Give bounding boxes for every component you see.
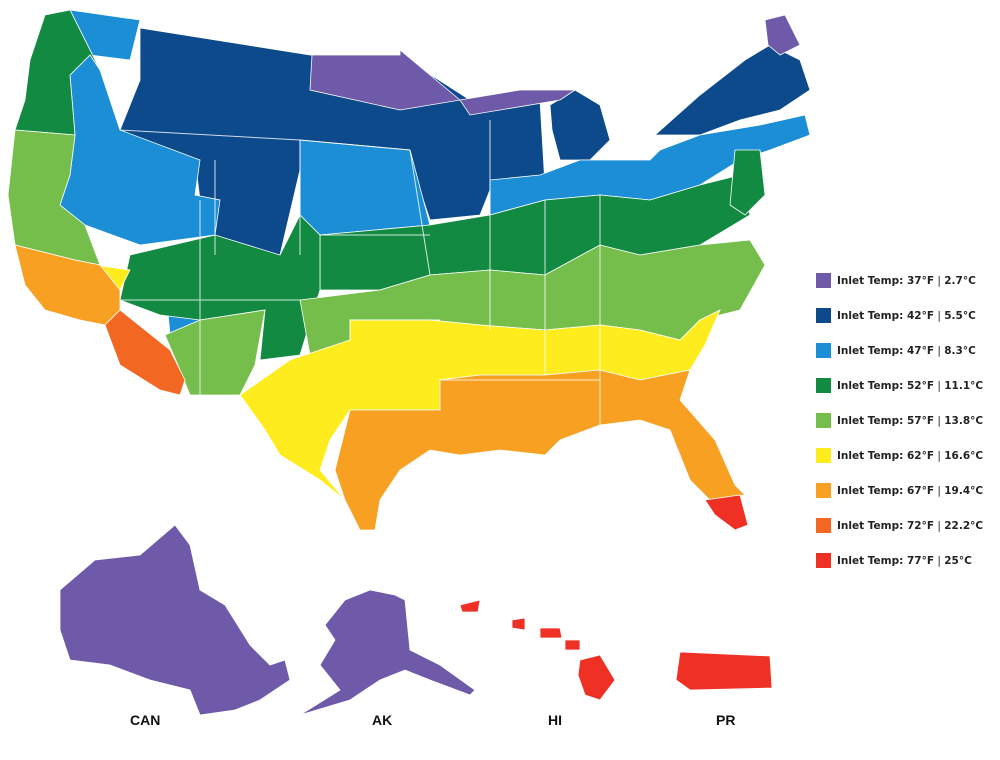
legend-label: Inlet Temp: 37°F | 2.7°C (837, 275, 976, 287)
legend-prefix: Inlet Temp: (837, 449, 907, 462)
legend-fahrenheit: 77°F (906, 554, 935, 567)
legend-fahrenheit: 62°F (906, 449, 935, 462)
legend-celsius: 25°C (944, 554, 972, 567)
legend-separator: | (934, 309, 945, 322)
canada-inset (59, 524, 291, 716)
legend-item-z42: Inlet Temp: 42°F | 5.5°C (816, 298, 992, 333)
zone-37-maine (764, 14, 801, 56)
legend-prefix: Inlet Temp: (837, 414, 907, 427)
legend-swatch (816, 378, 831, 393)
legend-celsius: 11.1°C (944, 379, 984, 392)
legend-swatch (816, 518, 831, 533)
legend-item-z62: Inlet Temp: 62°F | 16.6°C (816, 438, 992, 473)
legend-separator: | (934, 379, 945, 392)
zone-42-michigan (549, 89, 611, 161)
hawaii-label: HI (548, 712, 562, 728)
legend-celsius: 22.2°C (944, 519, 984, 532)
legend-swatch (816, 553, 831, 568)
legend-item-z47: Inlet Temp: 47°F | 8.3°C (816, 333, 992, 368)
legend-label: Inlet Temp: 52°F | 11.1°C (837, 380, 983, 392)
legend-celsius: 8.3°C (944, 344, 976, 357)
legend-label: Inlet Temp: 67°F | 19.4°C (837, 485, 983, 497)
legend-celsius: 19.4°C (944, 484, 984, 497)
legend-label: Inlet Temp: 72°F | 22.2°C (837, 520, 983, 532)
legend-separator: | (934, 554, 945, 567)
legend-separator: | (934, 344, 945, 357)
legend-swatch (816, 308, 831, 323)
legend-fahrenheit: 57°F (906, 414, 935, 427)
legend-swatch (816, 448, 831, 463)
legend-label: Inlet Temp: 47°F | 8.3°C (837, 345, 976, 357)
legend-label: Inlet Temp: 77°F | 25°C (837, 555, 972, 567)
canada-label: CAN (130, 712, 161, 728)
legend-swatch (816, 343, 831, 358)
legend-label: Inlet Temp: 42°F | 5.5°C (837, 310, 976, 322)
legend-celsius: 5.5°C (944, 309, 976, 322)
legend-fahrenheit: 37°F (906, 274, 935, 287)
legend-label: Inlet Temp: 57°F | 13.8°C (837, 415, 983, 427)
legend-celsius: 13.8°C (944, 414, 984, 427)
legend-item-z72: Inlet Temp: 72°F | 22.2°C (816, 508, 992, 543)
alaska-inset (299, 589, 476, 716)
legend-prefix: Inlet Temp: (837, 309, 907, 322)
legend-fahrenheit: 72°F (906, 519, 935, 532)
zone-72-sw (104, 309, 186, 396)
zone-52-nj (729, 149, 766, 216)
legend-item-z37: Inlet Temp: 37°F | 2.7°C (816, 263, 992, 298)
legend-separator: | (934, 484, 945, 497)
legend-swatch (816, 273, 831, 288)
legend-item-z52: Inlet Temp: 52°F | 11.1°C (816, 368, 992, 403)
legend-prefix: Inlet Temp: (837, 484, 907, 497)
state-borders (119, 120, 601, 425)
zone-77-fl (704, 494, 749, 531)
alaska-label: AK (372, 712, 393, 728)
legend-swatch (816, 413, 831, 428)
puerto-rico-inset (675, 651, 773, 691)
legend-prefix: Inlet Temp: (837, 274, 907, 287)
legend-swatch (816, 483, 831, 498)
legend-separator: | (934, 274, 945, 287)
legend-separator: | (934, 449, 945, 462)
zone-67-gulf (334, 369, 746, 531)
legend-fahrenheit: 47°F (906, 344, 935, 357)
zone-52-pnw (14, 9, 101, 136)
zone-42-northeast (653, 44, 811, 136)
zone-37-north (309, 49, 577, 116)
legend-celsius: 16.6°C (944, 449, 984, 462)
legend-fahrenheit: 67°F (906, 484, 935, 497)
legend-prefix: Inlet Temp: (837, 554, 907, 567)
legend-separator: | (934, 414, 945, 427)
legend-prefix: Inlet Temp: (837, 519, 907, 532)
legend-separator: | (934, 519, 945, 532)
legend-item-z67: Inlet Temp: 67°F | 19.4°C (816, 473, 992, 508)
legend-label: Inlet Temp: 62°F | 16.6°C (837, 450, 983, 462)
hawaii-inset (459, 599, 616, 701)
legend-prefix: Inlet Temp: (837, 379, 907, 392)
zone-57-ca (7, 129, 101, 266)
puerto-rico-label: PR (716, 712, 736, 728)
legend-item-z57: Inlet Temp: 57°F | 13.8°C (816, 403, 992, 438)
legend-prefix: Inlet Temp: (837, 344, 907, 357)
legend-fahrenheit: 52°F (906, 379, 935, 392)
legend-item-z77: Inlet Temp: 77°F | 25°C (816, 543, 992, 578)
legend-celsius: 2.7°C (944, 274, 976, 287)
legend: Inlet Temp: 37°F | 2.7°C Inlet Temp: 42°F… (816, 263, 992, 578)
legend-fahrenheit: 42°F (906, 309, 935, 322)
